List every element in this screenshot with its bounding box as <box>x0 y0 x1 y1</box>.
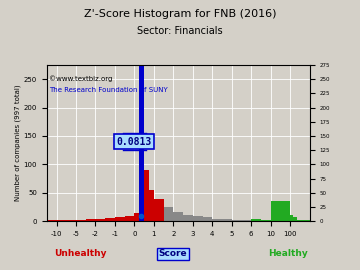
Text: The Research Foundation of SUNY: The Research Foundation of SUNY <box>49 87 168 93</box>
Bar <box>251 219 261 221</box>
Bar <box>115 217 125 221</box>
Bar <box>271 201 290 221</box>
Bar <box>193 216 203 221</box>
Text: Healthy: Healthy <box>268 249 308 258</box>
Bar <box>222 219 232 221</box>
Bar <box>66 220 76 221</box>
Text: 0.0813: 0.0813 <box>117 137 152 147</box>
Text: Unhealthy: Unhealthy <box>54 249 107 258</box>
Bar <box>232 220 242 221</box>
Bar <box>47 220 66 221</box>
Bar <box>144 170 149 221</box>
Bar <box>203 217 212 221</box>
Bar <box>139 65 144 221</box>
Text: Score: Score <box>158 249 187 258</box>
Bar <box>125 216 134 221</box>
Bar <box>173 212 183 221</box>
Bar <box>183 215 193 221</box>
Bar <box>27 220 47 221</box>
Bar <box>86 219 95 221</box>
Bar <box>134 213 139 221</box>
Bar <box>149 190 154 221</box>
Bar <box>290 215 293 221</box>
Bar <box>163 207 173 221</box>
Bar <box>261 220 271 221</box>
Bar <box>95 218 105 221</box>
Text: Sector: Financials: Sector: Financials <box>137 26 223 36</box>
Bar <box>212 218 222 221</box>
Bar <box>76 220 86 221</box>
Text: ©www.textbiz.org: ©www.textbiz.org <box>49 76 113 82</box>
Bar <box>105 218 115 221</box>
Bar <box>242 220 251 221</box>
Bar <box>293 217 297 221</box>
Text: Z'-Score Histogram for FNB (2016): Z'-Score Histogram for FNB (2016) <box>84 9 276 19</box>
Bar <box>303 220 306 221</box>
Bar <box>297 220 300 221</box>
Bar <box>154 199 163 221</box>
Bar <box>300 220 303 221</box>
Bar <box>306 220 310 221</box>
Y-axis label: Number of companies (997 total): Number of companies (997 total) <box>14 85 21 201</box>
